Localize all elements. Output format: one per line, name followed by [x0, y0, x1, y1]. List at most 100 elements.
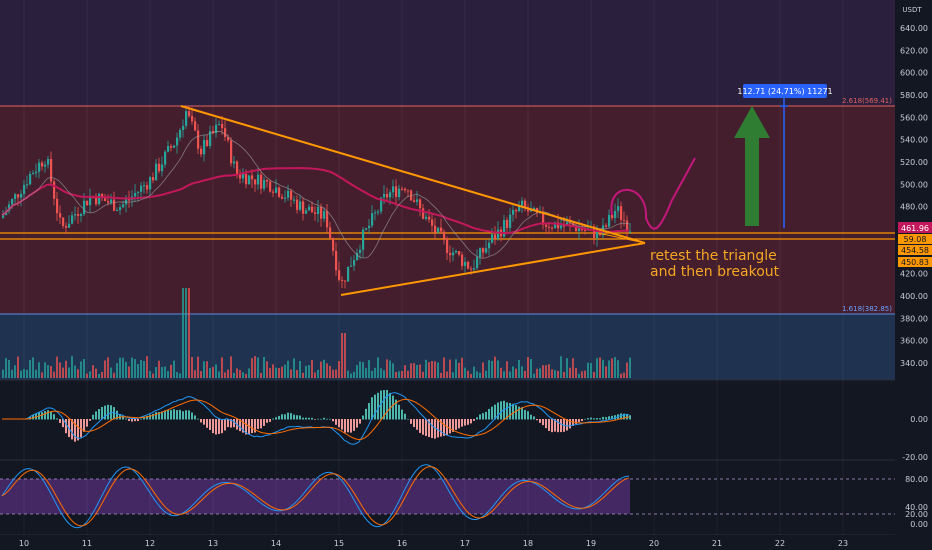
- volume-bar: [560, 356, 562, 378]
- volume-bar: [281, 366, 283, 378]
- price-axis-bg[interactable]: [895, 0, 932, 550]
- macd-hist-bar: [65, 419, 67, 434]
- volume-bar: [329, 365, 331, 378]
- candle-body: [314, 212, 317, 215]
- volume-bar: [581, 371, 583, 378]
- volume-bar: [308, 365, 310, 378]
- stoch-tick-label: 0.00: [910, 520, 928, 529]
- macd-hist-bar: [137, 419, 139, 422]
- volume-bar: [65, 360, 67, 378]
- volume-bar: [539, 368, 541, 378]
- volume-bar: [569, 367, 571, 378]
- candle-body: [155, 163, 158, 181]
- volume-bar: [395, 371, 397, 378]
- volume-bar: [26, 369, 28, 378]
- macd-hist-bar: [179, 409, 181, 420]
- volume-bar: [530, 359, 532, 378]
- candle-body: [491, 234, 494, 243]
- macd-hist-bar: [344, 419, 346, 433]
- macd-hist-bar: [170, 410, 172, 420]
- macd-hist-bar: [53, 414, 55, 420]
- volume-bar: [326, 363, 328, 378]
- measure-box[interactable]: [743, 84, 827, 98]
- candle-body: [401, 188, 404, 190]
- candle-body: [542, 212, 545, 225]
- volume-bar: [197, 356, 199, 378]
- candle-body: [452, 252, 455, 256]
- macd-hist-bar: [443, 419, 445, 436]
- macd-hist-bar: [398, 404, 400, 420]
- volume-bar: [62, 367, 64, 378]
- stoch-tick-label: 20.00: [905, 510, 928, 519]
- triangle-upper-line[interactable]: [180, 105, 646, 244]
- candle-body: [470, 268, 473, 270]
- macd-hist-bar: [272, 418, 274, 420]
- candle-body: [74, 214, 77, 216]
- time-tick-label: 20: [649, 539, 659, 548]
- volume-bar: [59, 362, 61, 378]
- candle-body: [26, 184, 29, 186]
- volume-bar: [521, 366, 523, 378]
- macd-hist-bar: [578, 419, 580, 423]
- candle-body: [59, 213, 62, 218]
- annotation-line-1[interactable]: retest the triangle: [650, 248, 777, 264]
- volume-bar: [470, 373, 472, 378]
- time-tick-label: 13: [208, 539, 218, 548]
- breakout-arrow[interactable]: [734, 106, 770, 226]
- macd-hist-bar: [182, 411, 184, 420]
- projection-curve[interactable]: [610, 157, 696, 230]
- macd-hist-bar: [593, 418, 595, 420]
- volume-bar: [140, 359, 142, 378]
- volume-bar: [563, 371, 565, 378]
- volume-bar: [215, 364, 217, 378]
- macd-hist-bar: [623, 413, 625, 420]
- candle-body: [260, 174, 263, 189]
- volume-bar: [548, 364, 550, 378]
- volume-bar: [365, 368, 367, 378]
- candle-body: [326, 211, 329, 228]
- macd-hist-bar: [80, 419, 82, 438]
- candle-body: [11, 198, 14, 205]
- macd-hist-bar: [146, 415, 148, 420]
- candle-body: [119, 207, 122, 211]
- macd-hist-bar: [392, 395, 394, 420]
- candle-body: [32, 173, 35, 175]
- volume-bar: [467, 370, 469, 378]
- time-tick-label: 15: [334, 539, 344, 548]
- price-tick-label: 520.00: [900, 158, 928, 167]
- candle-body: [269, 181, 272, 192]
- macd-hist-bar: [338, 419, 340, 428]
- macd-hist-bar: [149, 414, 151, 420]
- macd-hist-bar: [302, 417, 304, 420]
- annotation-line-2[interactable]: and then breakout: [650, 264, 780, 280]
- level-low-tag[interactable]: [898, 257, 932, 267]
- last-price-tag[interactable]: [898, 222, 932, 233]
- candle-body: [176, 137, 179, 146]
- volume-bar: [476, 371, 478, 378]
- level-high-tag[interactable]: [898, 245, 932, 255]
- candle-body: [476, 257, 479, 269]
- macd-hist-bar: [41, 412, 43, 420]
- line-price-tag[interactable]: [898, 234, 932, 244]
- candle-body: [287, 190, 290, 198]
- macd-hist-bar: [557, 419, 559, 433]
- candle-body: [353, 260, 356, 266]
- volume-bar: [2, 369, 4, 378]
- macd-hist-bar: [365, 408, 367, 420]
- triangle-lower-line[interactable]: [340, 242, 646, 296]
- candle-body: [467, 261, 470, 269]
- time-axis-bg[interactable]: [0, 535, 932, 550]
- macd-hist-bar: [266, 419, 268, 423]
- macd-hist-bar: [545, 419, 547, 429]
- volume-bar: [362, 362, 364, 378]
- macd-hist-bar: [458, 419, 460, 429]
- macd-hist-bar: [491, 406, 493, 420]
- candle-body: [335, 250, 338, 271]
- macd-hist-bar: [377, 392, 379, 420]
- currency-label: USDT: [902, 6, 922, 14]
- candle-body: [14, 194, 17, 199]
- price-tick-label: 420.00: [900, 270, 928, 279]
- macd-hist-bar: [554, 419, 556, 432]
- macd-hist-bar: [281, 414, 283, 420]
